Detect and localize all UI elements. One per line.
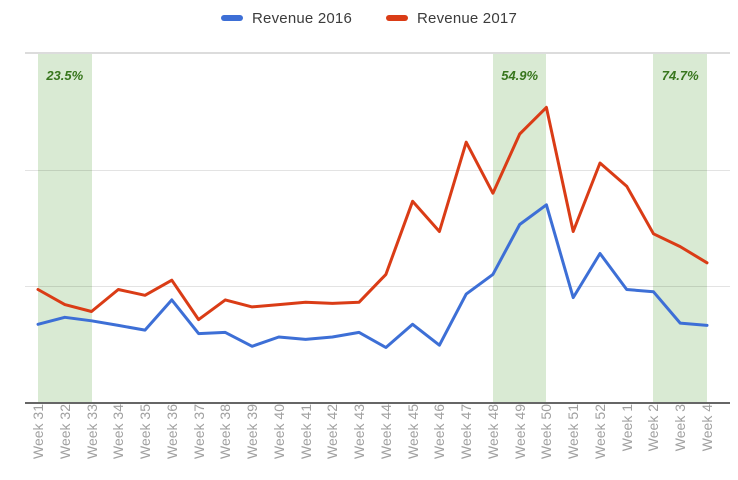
legend: Revenue 2016 Revenue 2017 (0, 6, 738, 30)
x-axis-label: Week 1 (618, 404, 635, 452)
gridline (25, 170, 730, 171)
x-axis-label: Week 45 (404, 404, 421, 459)
x-axis-label: Week 40 (270, 404, 287, 459)
x-axis-label: Week 4 (699, 404, 715, 452)
x-axis-label: Week 39 (244, 404, 261, 459)
x-axis-label: Week 42 (324, 404, 341, 459)
legend-label-2016: Revenue 2016 (252, 9, 352, 27)
x-axis-label: Week 36 (163, 404, 180, 459)
x-axis-label: Week 35 (137, 404, 154, 459)
gridline (25, 286, 730, 287)
plot-area: 23.5% 54.9% 74.7% (25, 52, 730, 404)
x-axis-label: Week 41 (297, 404, 314, 459)
x-axis-label: Week 47 (458, 404, 475, 459)
x-axis-label: Week 32 (56, 404, 73, 459)
x-axis-label: Week 31 (30, 404, 46, 459)
legend-label-2017: Revenue 2017 (417, 9, 517, 27)
highlight-label: 74.7% (661, 68, 699, 83)
x-axis-label: Week 48 (484, 404, 501, 459)
series-line-revenue-2017 (36, 105, 709, 322)
x-axis-label: Week 37 (190, 404, 207, 459)
x-axis-label: Week 38 (217, 404, 234, 459)
x-axis-label: Week 51 (565, 404, 582, 459)
series-line-revenue-2016 (36, 203, 709, 349)
highlight-band: 54.9% (492, 54, 547, 402)
x-axis-label: Week 34 (110, 404, 127, 459)
x-axis-label: Week 44 (377, 404, 394, 459)
x-axis-label: Week 43 (351, 404, 368, 459)
legend-swatch-2016-icon (221, 15, 244, 21)
highlight-band: 74.7% (653, 54, 707, 402)
x-axis-label: Week 3 (672, 404, 689, 452)
legend-swatch-2017-icon (386, 15, 408, 21)
highlight-label: 23.5% (46, 68, 84, 83)
legend-item-revenue-2017: Revenue 2017 (386, 10, 517, 27)
x-axis-label: Week 2 (645, 404, 662, 452)
highlight-band: 23.5% (38, 54, 92, 402)
highlight-label: 54.9% (501, 68, 539, 83)
x-axis-label: Week 49 (511, 404, 528, 459)
x-axis-label: Week 46 (431, 404, 448, 459)
series-plot (36, 105, 709, 349)
legend-item-revenue-2016: Revenue 2016 (221, 10, 352, 27)
x-axis-label: Week 33 (83, 404, 100, 459)
x-axis-label: Week 50 (538, 404, 555, 459)
x-axis-label: Week 52 (591, 404, 608, 459)
